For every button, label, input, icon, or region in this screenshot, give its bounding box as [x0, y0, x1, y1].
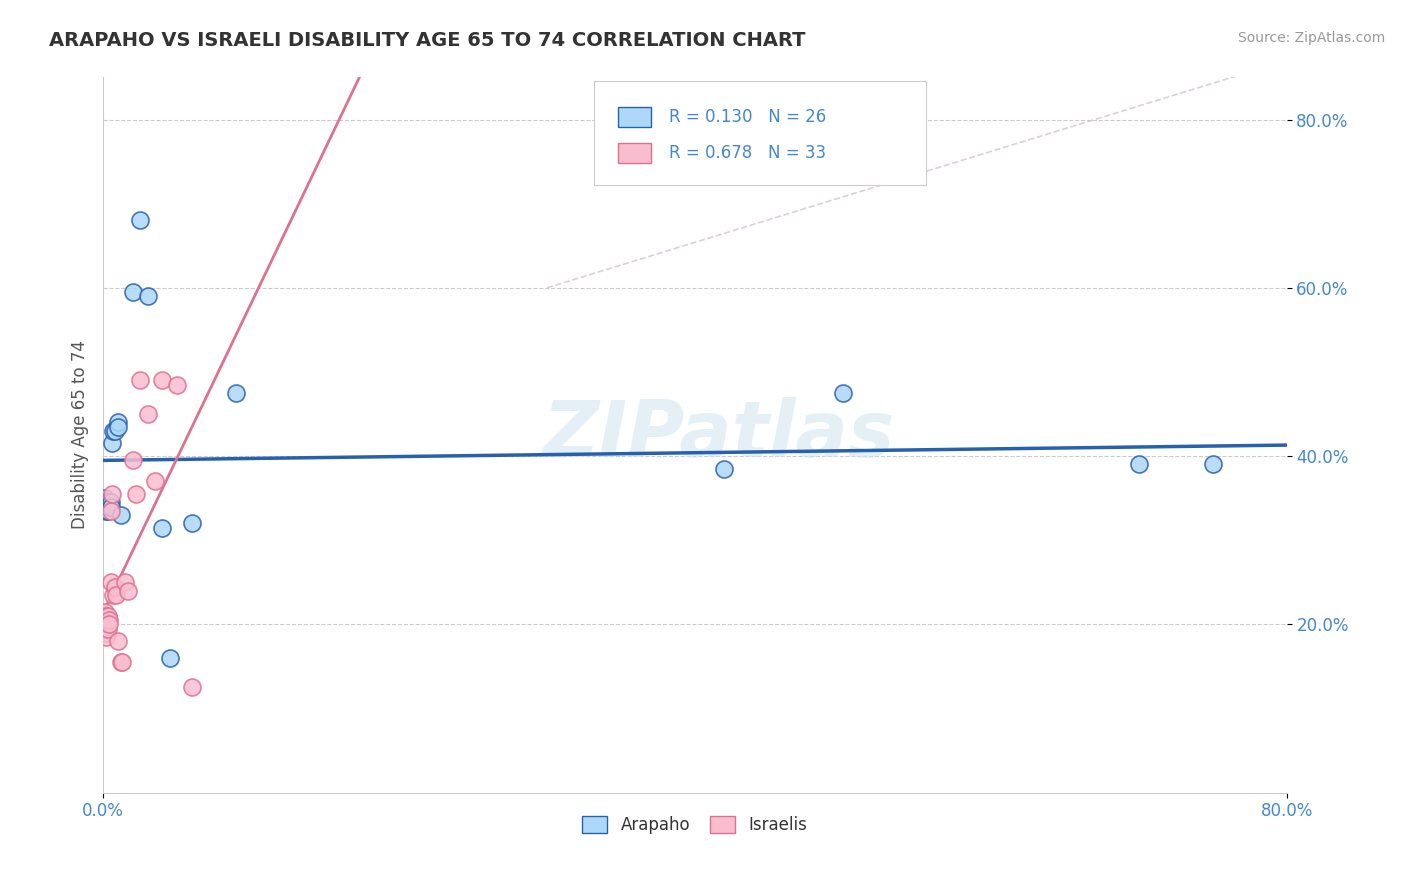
FancyBboxPatch shape: [619, 143, 651, 162]
Point: [97, 609, 120, 624]
Point: [180, 681, 202, 695]
Point: [100, 495, 122, 509]
Point: [97, 617, 120, 632]
Point: [93, 625, 115, 640]
Text: R = 0.678   N = 33: R = 0.678 N = 33: [669, 144, 825, 161]
Point: [143, 475, 166, 489]
Point: [93, 491, 115, 505]
Point: [97, 495, 120, 509]
Point: [225, 386, 247, 401]
Point: [136, 407, 159, 421]
Point: [94, 495, 117, 509]
Point: [124, 487, 146, 501]
Y-axis label: Disability Age 65 to 74: Disability Age 65 to 74: [72, 341, 89, 530]
Text: ARAPAHO VS ISRAELI DISABILITY AGE 65 TO 74 CORRELATION CHART: ARAPAHO VS ISRAELI DISABILITY AGE 65 TO …: [49, 31, 806, 50]
Point: [98, 617, 121, 632]
Text: Source: ZipAtlas.com: Source: ZipAtlas.com: [1237, 31, 1385, 45]
Point: [103, 588, 125, 602]
Point: [713, 461, 735, 475]
Point: [136, 289, 159, 303]
Point: [98, 500, 121, 514]
Point: [94, 617, 117, 632]
Point: [93, 617, 115, 632]
Text: ZIPatlas: ZIPatlas: [543, 397, 894, 473]
Point: [105, 588, 128, 602]
Point: [831, 386, 853, 401]
Point: [101, 436, 124, 450]
FancyBboxPatch shape: [595, 81, 925, 185]
Point: [166, 377, 188, 392]
Point: [100, 575, 122, 590]
Point: [98, 613, 121, 627]
Legend: Arapaho, Israelis: Arapaho, Israelis: [582, 816, 807, 834]
Point: [111, 655, 134, 669]
Point: [110, 508, 132, 522]
Point: [94, 630, 117, 644]
Text: R = 0.130   N = 26: R = 0.130 N = 26: [669, 108, 827, 126]
Point: [121, 453, 143, 467]
Point: [93, 605, 115, 619]
Point: [101, 487, 124, 501]
Point: [110, 655, 132, 669]
Point: [1201, 458, 1223, 472]
Point: [180, 516, 202, 531]
Point: [150, 373, 173, 387]
Point: [114, 575, 136, 590]
Point: [159, 651, 181, 665]
Point: [129, 373, 152, 387]
Point: [104, 580, 127, 594]
Point: [103, 424, 125, 438]
Point: [129, 213, 152, 227]
Point: [150, 520, 173, 534]
Point: [117, 583, 139, 598]
Point: [97, 622, 120, 636]
Point: [107, 634, 129, 648]
Point: [97, 504, 120, 518]
Point: [94, 622, 117, 636]
Point: [93, 609, 115, 624]
Point: [100, 500, 122, 514]
Point: [107, 419, 129, 434]
FancyBboxPatch shape: [619, 107, 651, 127]
Point: [121, 285, 143, 299]
Point: [94, 609, 117, 624]
Point: [1128, 458, 1150, 472]
Point: [94, 500, 117, 514]
Point: [93, 622, 115, 636]
Point: [94, 504, 117, 518]
Point: [104, 424, 127, 438]
Point: [100, 504, 122, 518]
Point: [107, 416, 129, 430]
